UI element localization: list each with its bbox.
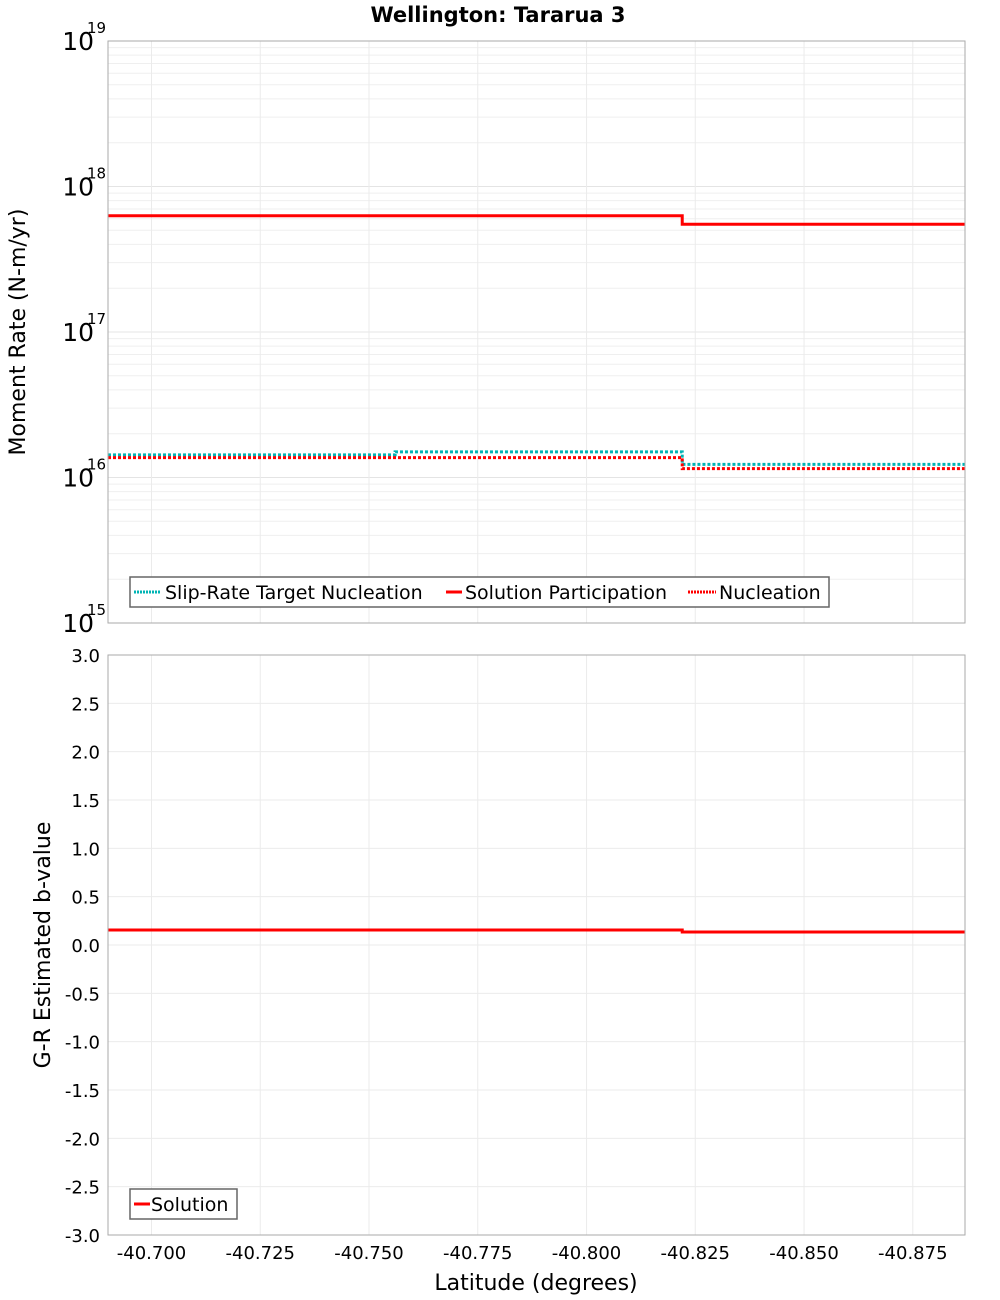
y-tick-label: 10	[62, 464, 94, 493]
x-tick-labels: -40.700 -40.725 -40.750 -40.775 -40.800 -40.8…	[117, 1243, 948, 1264]
series-line-0	[108, 450, 965, 466]
y-tick-label: -1.0	[65, 1033, 100, 1054]
legend-slip-rate-label: Slip-Rate Target Nucleation	[165, 582, 423, 604]
bottom-y-axis-label: G-R Estimated b-value	[31, 822, 56, 1069]
y-tick-label: 10	[62, 173, 94, 202]
y-tick-label: 10	[62, 609, 94, 638]
x-axis-label: Latitude (degrees)	[434, 1271, 637, 1296]
y-tick-label: 1.5	[71, 791, 100, 812]
bottom-legend: Solution	[129, 1188, 238, 1220]
x-tick-label: -40.850	[769, 1243, 838, 1264]
top-series-lines	[108, 214, 965, 471]
x-tick-label: -40.775	[443, 1243, 512, 1264]
y-tick-label: 1.0	[71, 839, 100, 860]
top-y-axis-label: Moment Rate (N-m/yr)	[6, 209, 31, 456]
y-tick-exponent: 16	[87, 456, 106, 474]
y-tick-exponent: 18	[87, 165, 106, 183]
legend-solution-label: Solution	[151, 1194, 228, 1216]
y-tick-exponent: 19	[87, 19, 106, 37]
y-tick-label: 0.0	[71, 936, 100, 957]
top-gridlines	[108, 41, 965, 624]
y-tick-label: -1.5	[65, 1081, 100, 1102]
top-legend: Slip-Rate Target Nucleation Solution Par…	[129, 576, 830, 608]
y-tick-label: 2.5	[71, 694, 100, 715]
bottom-series-lines	[108, 928, 965, 934]
x-tick-label: -40.700	[117, 1243, 186, 1264]
top-plot-border	[107, 40, 966, 624]
y-tick-label: 10	[62, 27, 94, 56]
x-tick-label: -40.825	[661, 1243, 730, 1264]
x-tick-label: -40.725	[226, 1243, 295, 1264]
y-tick-label: -3.0	[65, 1226, 100, 1247]
y-tick-label: -2.5	[65, 1178, 100, 1199]
y-tick-label: 10	[62, 318, 94, 347]
legend-nucleation-label: Nucleation	[719, 582, 821, 604]
y-tick-label: 2.0	[71, 743, 100, 764]
series-line-solution	[108, 928, 965, 934]
top-legend-box	[129, 576, 830, 608]
y-tick-exponent: 17	[87, 310, 106, 328]
bottom-plot-border	[107, 654, 966, 1236]
chart-title: Wellington: Tararua 3	[370, 3, 625, 27]
x-tick-label: -40.800	[552, 1243, 621, 1264]
series-line-2	[108, 456, 965, 471]
y-tick-exponent: 15	[87, 601, 106, 619]
x-tick-label: -40.750	[334, 1243, 403, 1264]
legend-solution-participation-label: Solution Participation	[465, 582, 667, 604]
b-value-plot: 3.0 2.5 2.0 1.5 1.0 0.5 0.0 -0.5 -1.0 -1.5 -2.0 -2.…	[31, 646, 966, 1296]
bottom-y-tick-labels: 3.0 2.5 2.0 1.5 1.0 0.5 0.0 -0.5 -1.0 -1.5 -2.0 -2.…	[65, 646, 100, 1247]
y-tick-label: 3.0	[71, 646, 100, 667]
x-tick-label: -40.875	[878, 1243, 947, 1264]
y-tick-label: -2.0	[65, 1129, 100, 1150]
y-tick-label: 0.5	[71, 888, 100, 909]
y-tick-label: -0.5	[65, 984, 100, 1005]
series-line-1	[108, 214, 965, 226]
